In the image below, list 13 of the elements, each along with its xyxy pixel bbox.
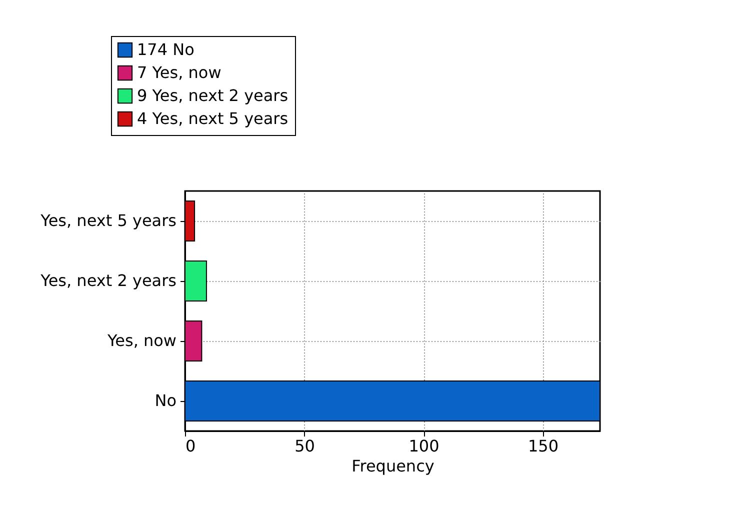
x-axis-title: Frequency	[352, 456, 434, 476]
y-tick-label: Yes, next 5 years	[40, 211, 176, 230]
x-tick-label: 50	[294, 436, 315, 456]
x-tick-label: 100	[408, 436, 440, 456]
legend-label: 174 No	[137, 40, 194, 59]
x-tick-label: 150	[528, 436, 559, 456]
y-tick-label: Yes, now	[106, 331, 176, 350]
legend-label: 7 Yes, now	[137, 63, 222, 82]
y-tick-label: No	[154, 391, 176, 410]
x-tick-label: 0	[186, 436, 196, 456]
legend-label: 9 Yes, next 2 years	[137, 86, 288, 105]
legend-label: 4 Yes, next 5 years	[137, 109, 288, 128]
y-tick-label: Yes, next 2 years	[40, 271, 176, 290]
